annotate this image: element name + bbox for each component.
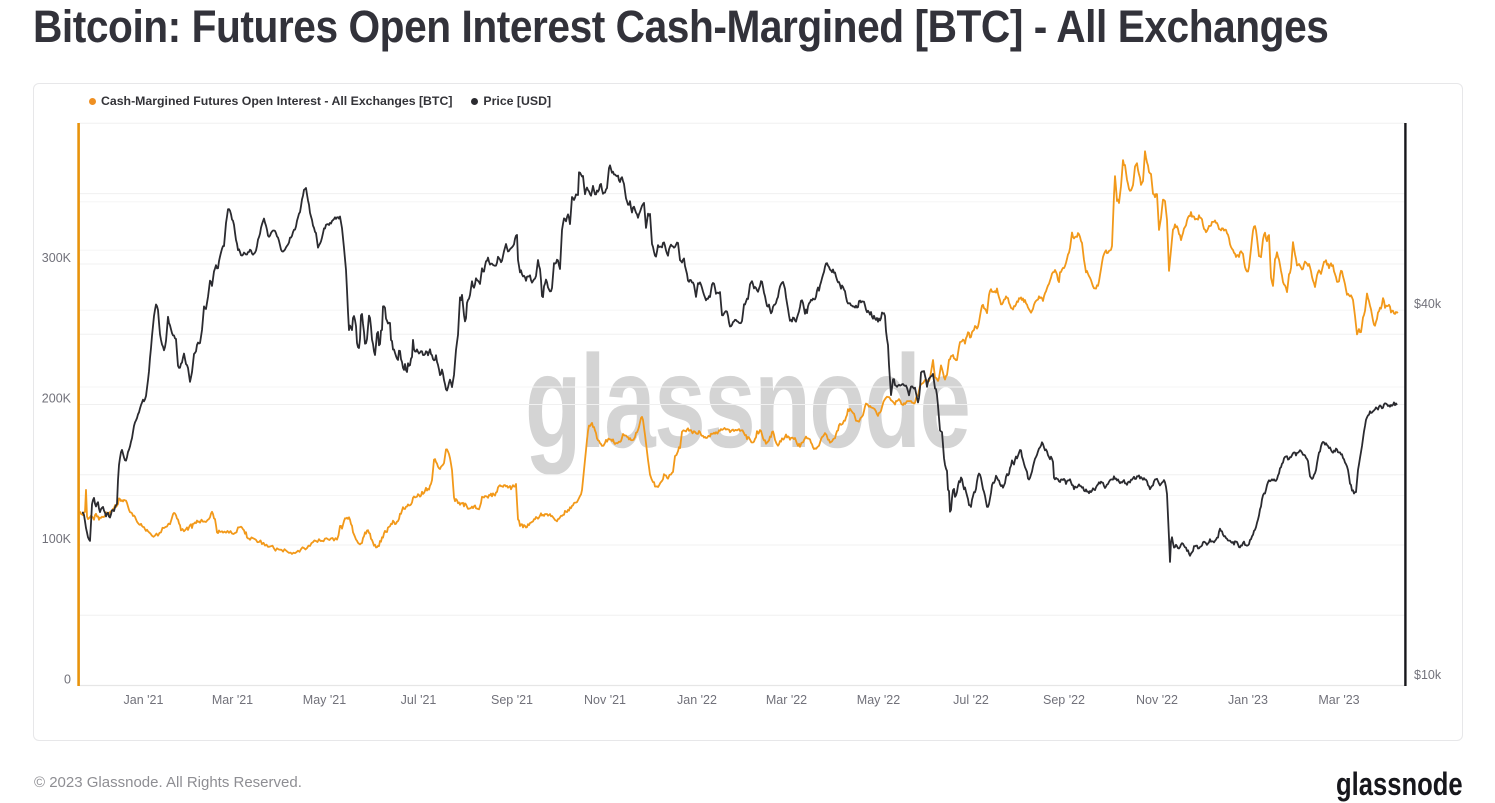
- svg-text:0: 0: [64, 672, 71, 686]
- svg-text:Jul '22: Jul '22: [953, 693, 989, 707]
- svg-text:Sep '22: Sep '22: [1043, 693, 1085, 707]
- svg-text:$40k: $40k: [1414, 297, 1442, 311]
- svg-text:Jan '22: Jan '22: [677, 693, 717, 707]
- svg-text:100K: 100K: [42, 532, 72, 546]
- svg-text:Nov '22: Nov '22: [1136, 693, 1178, 707]
- svg-text:$10k: $10k: [1414, 668, 1442, 682]
- svg-text:Mar '23: Mar '23: [1318, 693, 1359, 707]
- svg-text:May '21: May '21: [303, 693, 346, 707]
- svg-text:300K: 300K: [42, 251, 72, 265]
- svg-text:Mar '21: Mar '21: [212, 693, 253, 707]
- svg-text:Jan '23: Jan '23: [1228, 693, 1268, 707]
- svg-text:Nov '21: Nov '21: [584, 693, 626, 707]
- svg-text:Mar '22: Mar '22: [766, 693, 807, 707]
- svg-text:May '22: May '22: [857, 693, 900, 707]
- svg-text:Sep '21: Sep '21: [491, 693, 533, 707]
- svg-text:Jul '21: Jul '21: [401, 693, 437, 707]
- svg-text:200K: 200K: [42, 391, 72, 405]
- svg-text:Jan '21: Jan '21: [124, 693, 164, 707]
